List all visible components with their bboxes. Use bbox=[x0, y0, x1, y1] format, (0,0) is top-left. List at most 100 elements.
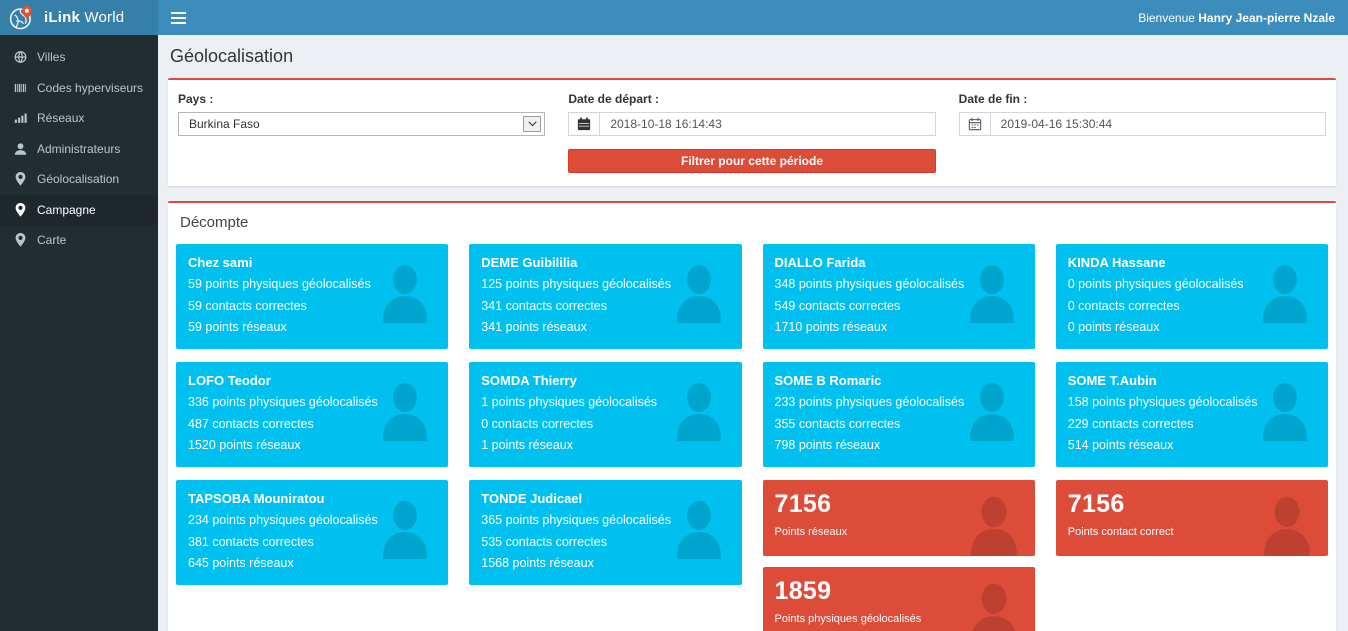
page-title: Géolocalisation bbox=[170, 46, 294, 66]
sidebar-item-carte[interactable]: Carte bbox=[0, 225, 158, 256]
agent-stat: 341 points réseaux bbox=[481, 320, 587, 334]
barcode-icon bbox=[13, 80, 27, 95]
end-date-field-group: Date de fin : bbox=[958, 92, 1326, 173]
agent-stat: 798 points réseaux bbox=[774, 438, 881, 452]
agent-card[interactable]: LOFO Teodor 336 points physiques géoloca… bbox=[176, 362, 449, 467]
start-date-field-group: Date de départ : Filtrer pour cette péri… bbox=[568, 92, 936, 173]
totals-stack: 7156 Points réseaux 1859 Points physique… bbox=[762, 480, 1035, 631]
total-card-points-reseaux[interactable]: 7156 Points réseaux bbox=[762, 480, 1035, 556]
sidebar: Villes Codes hyperviseurs Réseaux Admini… bbox=[0, 35, 158, 631]
sidebar-item-villes[interactable]: Villes bbox=[0, 42, 158, 73]
agent-name: Chez sami bbox=[188, 255, 253, 270]
end-date-input[interactable] bbox=[990, 113, 1325, 135]
calendar-icon bbox=[569, 113, 601, 135]
agent-stat: 0 points réseaux bbox=[1067, 320, 1160, 334]
country-field-group: Pays : Burkina Faso bbox=[178, 92, 546, 173]
agent-name: SOMDA Thierry bbox=[481, 373, 577, 388]
agent-stat: 341 contacts correctes bbox=[481, 298, 608, 313]
agent-stat: 1710 points réseaux bbox=[774, 320, 888, 334]
total-label: Points physiques géolocalisés bbox=[774, 613, 922, 625]
agent-card[interactable]: SOME B Romaric 233 points physiques géol… bbox=[762, 362, 1035, 467]
agent-stat: 1568 points réseaux bbox=[481, 556, 594, 570]
sidebar-item-reseaux[interactable]: Réseaux bbox=[0, 103, 158, 134]
globe-icon bbox=[13, 50, 27, 65]
sidebar-toggle-hamburger-icon[interactable] bbox=[171, 0, 201, 35]
agent-stat: 514 points réseaux bbox=[1067, 438, 1174, 452]
agent-card[interactable]: TONDE Judicael 365 points physiques géol… bbox=[469, 480, 742, 585]
agent-name: KINDA Hassane bbox=[1067, 255, 1166, 270]
map-pin-icon bbox=[13, 233, 27, 248]
agent-name: DEME Guibililia bbox=[481, 255, 578, 270]
country-selected-value: Burkina Faso bbox=[189, 117, 260, 131]
country-label: Pays : bbox=[178, 92, 214, 106]
main-content: Géolocalisation Pays : Burkina Faso Date… bbox=[158, 35, 1348, 631]
agent-stat: 381 contacts correctes bbox=[188, 534, 314, 549]
map-pin-icon bbox=[13, 172, 27, 187]
decompte-title: Décompte bbox=[180, 214, 249, 231]
end-date-input-group bbox=[958, 112, 1326, 136]
agent-stat: 158 points physiques géolocalisés bbox=[1067, 395, 1258, 409]
agent-card[interactable]: TAPSOBA Mouniratou 234 points physiques … bbox=[176, 480, 449, 585]
agent-card[interactable]: SOME T.Aubin 158 points physiques géoloc… bbox=[1055, 362, 1328, 467]
map-pin-icon bbox=[13, 202, 27, 217]
total-value: 7156 bbox=[774, 490, 832, 518]
agent-card[interactable]: SOMDA Thierry 1 points physiques géoloca… bbox=[469, 362, 742, 467]
agent-card[interactable]: DIALLO Farida 348 points physiques géolo… bbox=[762, 244, 1035, 349]
total-label: Points contact correct bbox=[1067, 526, 1174, 538]
agent-stat: 487 contacts correctes bbox=[188, 416, 314, 431]
cards-grid: Chez sami 59 points physiques géolocalis… bbox=[176, 244, 1328, 631]
agent-card[interactable]: Chez sami 59 points physiques géolocalis… bbox=[176, 244, 449, 349]
sidebar-item-codes-hyperviseurs[interactable]: Codes hyperviseurs bbox=[0, 73, 158, 104]
agent-stat: 0 points physiques géolocalisés bbox=[1067, 277, 1244, 291]
user-name: Hanry Jean-pierre Nzale bbox=[1198, 10, 1335, 25]
end-date-label: Date de fin : bbox=[958, 92, 1028, 106]
country-select[interactable]: Burkina Faso bbox=[178, 112, 546, 136]
total-card-points-contact[interactable]: 7156 Points contact correct bbox=[1055, 480, 1328, 556]
filter-period-button[interactable]: Filtrer pour cette période bbox=[568, 149, 936, 173]
agent-name: SOME T.Aubin bbox=[1067, 373, 1157, 388]
start-date-label: Date de départ : bbox=[568, 92, 660, 106]
agent-stat: 233 points physiques géolocalisés bbox=[774, 395, 965, 409]
sidebar-item-geolocalisation[interactable]: Géolocalisation bbox=[0, 164, 158, 195]
agent-stat: 0 contacts correctes bbox=[481, 416, 594, 431]
agent-stat: 645 points réseaux bbox=[188, 556, 294, 570]
total-card-points-physiques[interactable]: 1859 Points physiques géolocalisés bbox=[762, 567, 1035, 631]
start-date-input-group bbox=[568, 112, 936, 136]
agent-stat: 535 contacts correctes bbox=[481, 534, 608, 549]
agent-stat: 59 points réseaux bbox=[188, 320, 287, 334]
brand[interactable]: iLink World bbox=[0, 0, 158, 35]
agent-stat: 125 points physiques géolocalisés bbox=[481, 277, 671, 291]
agent-stat: 348 points physiques géolocalisés bbox=[774, 277, 965, 291]
agent-stat: 336 points physiques géolocalisés bbox=[188, 395, 378, 409]
total-value: 1859 bbox=[774, 577, 832, 605]
calendar-outline-icon bbox=[960, 113, 991, 135]
agent-card[interactable]: DEME Guibililia 125 points physiques géo… bbox=[469, 244, 742, 349]
agent-card[interactable]: KINDA Hassane 0 points physiques géoloca… bbox=[1055, 244, 1328, 349]
agent-stat: 365 points physiques géolocalisés bbox=[481, 513, 671, 527]
filter-box: Pays : Burkina Faso Date de départ : Fil… bbox=[168, 78, 1336, 186]
sidebar-item-campagne[interactable]: Campagne bbox=[0, 194, 158, 225]
sidebar-item-administrateurs[interactable]: Administrateurs bbox=[0, 134, 158, 165]
chevron-down-icon[interactable] bbox=[523, 116, 542, 132]
agent-stat: 229 contacts correctes bbox=[1067, 416, 1194, 431]
agent-stat: 1 points physiques géolocalisés bbox=[481, 395, 658, 409]
start-date-input[interactable] bbox=[600, 113, 935, 135]
agent-stat: 549 contacts correctes bbox=[774, 298, 901, 313]
total-value: 7156 bbox=[1067, 490, 1125, 518]
agent-stat: 355 contacts correctes bbox=[774, 416, 901, 431]
brand-title: iLink World bbox=[44, 9, 125, 26]
decompte-box: Décompte Chez sami 59 points physiques g… bbox=[168, 201, 1336, 631]
total-label: Points réseaux bbox=[774, 526, 848, 538]
agent-stat: 59 contacts correctes bbox=[188, 298, 307, 313]
navbar: Bienvenue Hanry Jean-pierre Nzale bbox=[158, 0, 1348, 35]
agent-name: TONDE Judicael bbox=[481, 491, 583, 506]
agent-name: SOME B Romaric bbox=[774, 373, 882, 388]
top-bar: iLink World Bienvenue Hanry Jean-pierre … bbox=[0, 0, 1348, 35]
signal-bars-icon bbox=[13, 111, 27, 126]
agent-stat: 1520 points réseaux bbox=[188, 438, 301, 452]
agent-stat: 234 points physiques géolocalisés bbox=[188, 513, 378, 527]
agent-name: LOFO Teodor bbox=[188, 373, 271, 388]
agent-stat: 1 points réseaux bbox=[481, 438, 573, 452]
agent-stat: 59 points physiques géolocalisés bbox=[188, 277, 371, 291]
agent-name: TAPSOBA Mouniratou bbox=[188, 491, 325, 506]
